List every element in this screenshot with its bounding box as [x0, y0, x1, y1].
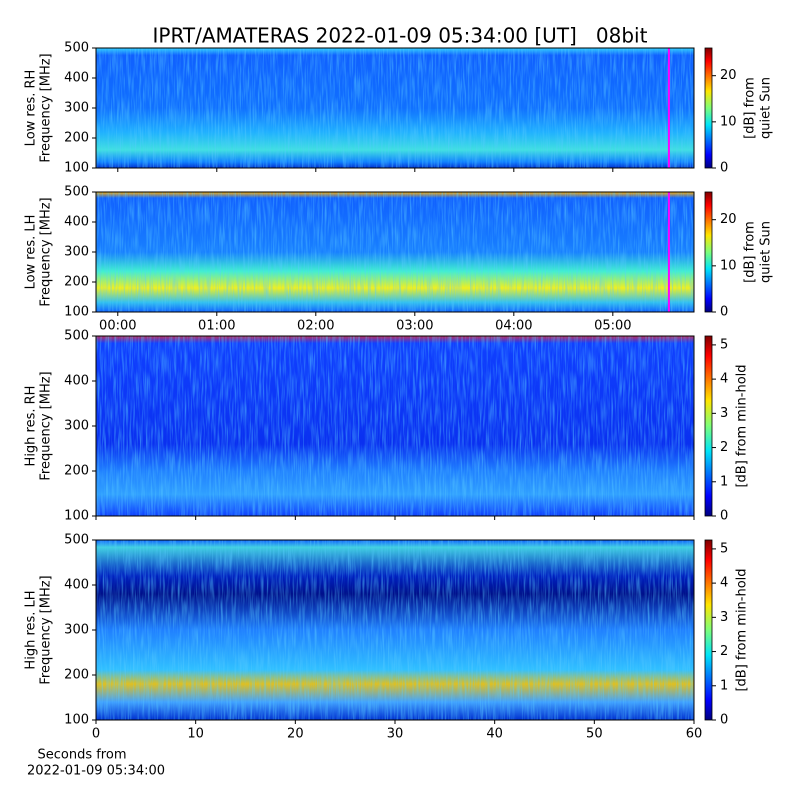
x-tick-label: 0: [92, 727, 100, 742]
colorbar-tick-label: 3: [720, 610, 728, 625]
y-tick-label: 200: [64, 275, 89, 290]
y-tick-label: 400: [64, 578, 89, 593]
y-axis-label: Frequency [MHz]: [39, 53, 54, 162]
x-tick-label: 60: [686, 727, 703, 742]
spectrogram-texture: [96, 336, 694, 516]
colorbar: [704, 335, 713, 517]
colorbar-tick-label: 3: [720, 406, 728, 421]
spectrogram-texture: [96, 48, 694, 168]
y-axis-label: Frequency [MHz]: [39, 371, 54, 480]
y-tick-label: 300: [64, 245, 89, 260]
y-tick-label: 300: [64, 101, 89, 116]
y-axis-label: Frequency [MHz]: [39, 575, 54, 684]
x-tick-label: 00:00: [99, 319, 136, 334]
x-axis-label: Seconds from: [37, 748, 126, 763]
colorbar-label: [dB] from: [743, 221, 758, 283]
spectrogram-texture: [96, 192, 694, 312]
x-tick-label: 03:00: [396, 319, 433, 334]
y-tick-label: 200: [64, 464, 89, 479]
colorbar-label: quiet Sun: [759, 77, 774, 139]
spectrogram-texture: [96, 540, 694, 720]
colorbar-tick-label: 5: [720, 541, 728, 556]
y-tick-label: 200: [64, 131, 89, 146]
colorbar: [704, 539, 713, 721]
colorbar-tick-label: 10: [720, 114, 737, 129]
y-tick-label: 400: [64, 374, 89, 389]
x-axis-label: 2022-01-09 05:34:00: [27, 764, 165, 779]
y-axis-label: Low res. LH: [24, 215, 39, 290]
y-tick-label: 500: [64, 329, 89, 344]
colorbar-tick-label: 10: [720, 258, 737, 273]
y-axis-label: High res. LH: [24, 590, 39, 669]
colorbar-tick-label: 0: [720, 161, 728, 176]
x-tick-label: 40: [486, 727, 503, 742]
x-tick-label: 02:00: [297, 319, 334, 334]
colorbar-label: [dB] from min-hold: [735, 364, 750, 487]
colorbar-tick-label: 2: [720, 440, 728, 455]
y-tick-label: 300: [64, 623, 89, 638]
colorbar-tick-label: 20: [720, 68, 737, 83]
y-tick-label: 500: [64, 533, 89, 548]
x-tick-label: 04:00: [495, 319, 532, 334]
x-tick-label: 20: [287, 727, 304, 742]
colorbar-tick-label: 0: [720, 713, 728, 728]
colorbar-tick-label: 2: [720, 644, 728, 659]
y-tick-label: 100: [64, 161, 89, 176]
x-tick-label: 01:00: [198, 319, 235, 334]
y-tick-label: 500: [64, 41, 89, 56]
colorbar-tick-label: 4: [720, 372, 728, 387]
colorbar-tick-label: 1: [720, 474, 728, 489]
colorbar-tick-label: 0: [720, 509, 728, 524]
y-tick-label: 300: [64, 419, 89, 434]
colorbar: [704, 47, 713, 169]
y-axis-label: Low res. RH: [24, 70, 39, 147]
colorbar-label: [dB] from: [743, 77, 758, 139]
y-tick-label: 100: [64, 713, 89, 728]
colorbar-tick-label: 0: [720, 305, 728, 320]
y-tick-label: 400: [64, 71, 89, 86]
colorbar: [704, 191, 713, 313]
y-tick-label: 100: [64, 509, 89, 524]
x-tick-label: 50: [586, 727, 603, 742]
x-tick-label: 30: [387, 727, 404, 742]
y-tick-label: 400: [64, 215, 89, 230]
y-tick-label: 500: [64, 185, 89, 200]
x-tick-label: 10: [187, 727, 204, 742]
colorbar-label: [dB] from min-hold: [735, 568, 750, 691]
colorbar-label: quiet Sun: [759, 221, 774, 283]
y-tick-label: 200: [64, 668, 89, 683]
y-axis-label: High res. RH: [24, 386, 39, 467]
y-axis-label: Frequency [MHz]: [39, 197, 54, 306]
colorbar-tick-label: 4: [720, 576, 728, 591]
colorbar-tick-label: 20: [720, 212, 737, 227]
figure-title: IPRT/AMATERAS 2022-01-09 05:34:00 [UT] 0…: [153, 24, 648, 48]
x-tick-label: 05:00: [594, 319, 631, 334]
y-tick-label: 100: [64, 305, 89, 320]
colorbar-tick-label: 5: [720, 337, 728, 352]
colorbar-tick-label: 1: [720, 678, 728, 693]
